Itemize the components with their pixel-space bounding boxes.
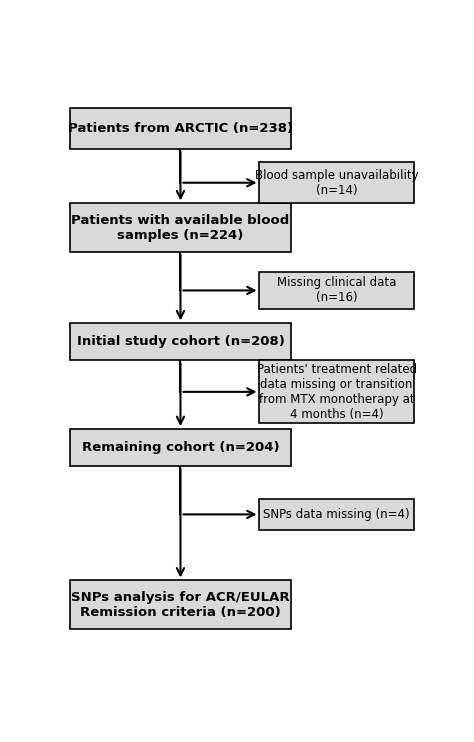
FancyBboxPatch shape: [70, 108, 291, 149]
Text: Patients from ARCTIC (n=238): Patients from ARCTIC (n=238): [68, 122, 293, 135]
FancyBboxPatch shape: [259, 499, 414, 530]
FancyBboxPatch shape: [70, 203, 291, 252]
FancyBboxPatch shape: [70, 324, 291, 361]
Text: SNPs analysis for ACR/EULAR
Remission criteria (n=200): SNPs analysis for ACR/EULAR Remission cr…: [71, 591, 290, 619]
FancyBboxPatch shape: [259, 361, 414, 423]
Text: Initial study cohort (n=208): Initial study cohort (n=208): [76, 335, 284, 348]
FancyBboxPatch shape: [70, 580, 291, 629]
Text: SNPs data missing (n=4): SNPs data missing (n=4): [263, 508, 410, 521]
Text: Patients with available blood
samples (n=224): Patients with available blood samples (n…: [72, 214, 290, 242]
Text: Remaining cohort (n=204): Remaining cohort (n=204): [82, 441, 279, 454]
Text: Patients' treatment related
data missing or transition
from MTX monotherapy at
4: Patients' treatment related data missing…: [256, 363, 417, 421]
FancyBboxPatch shape: [259, 272, 414, 309]
FancyBboxPatch shape: [70, 429, 291, 466]
FancyBboxPatch shape: [259, 162, 414, 203]
Text: Blood sample unavailability
(n=14): Blood sample unavailability (n=14): [255, 168, 419, 197]
Text: Missing clinical data
(n=16): Missing clinical data (n=16): [277, 277, 396, 304]
